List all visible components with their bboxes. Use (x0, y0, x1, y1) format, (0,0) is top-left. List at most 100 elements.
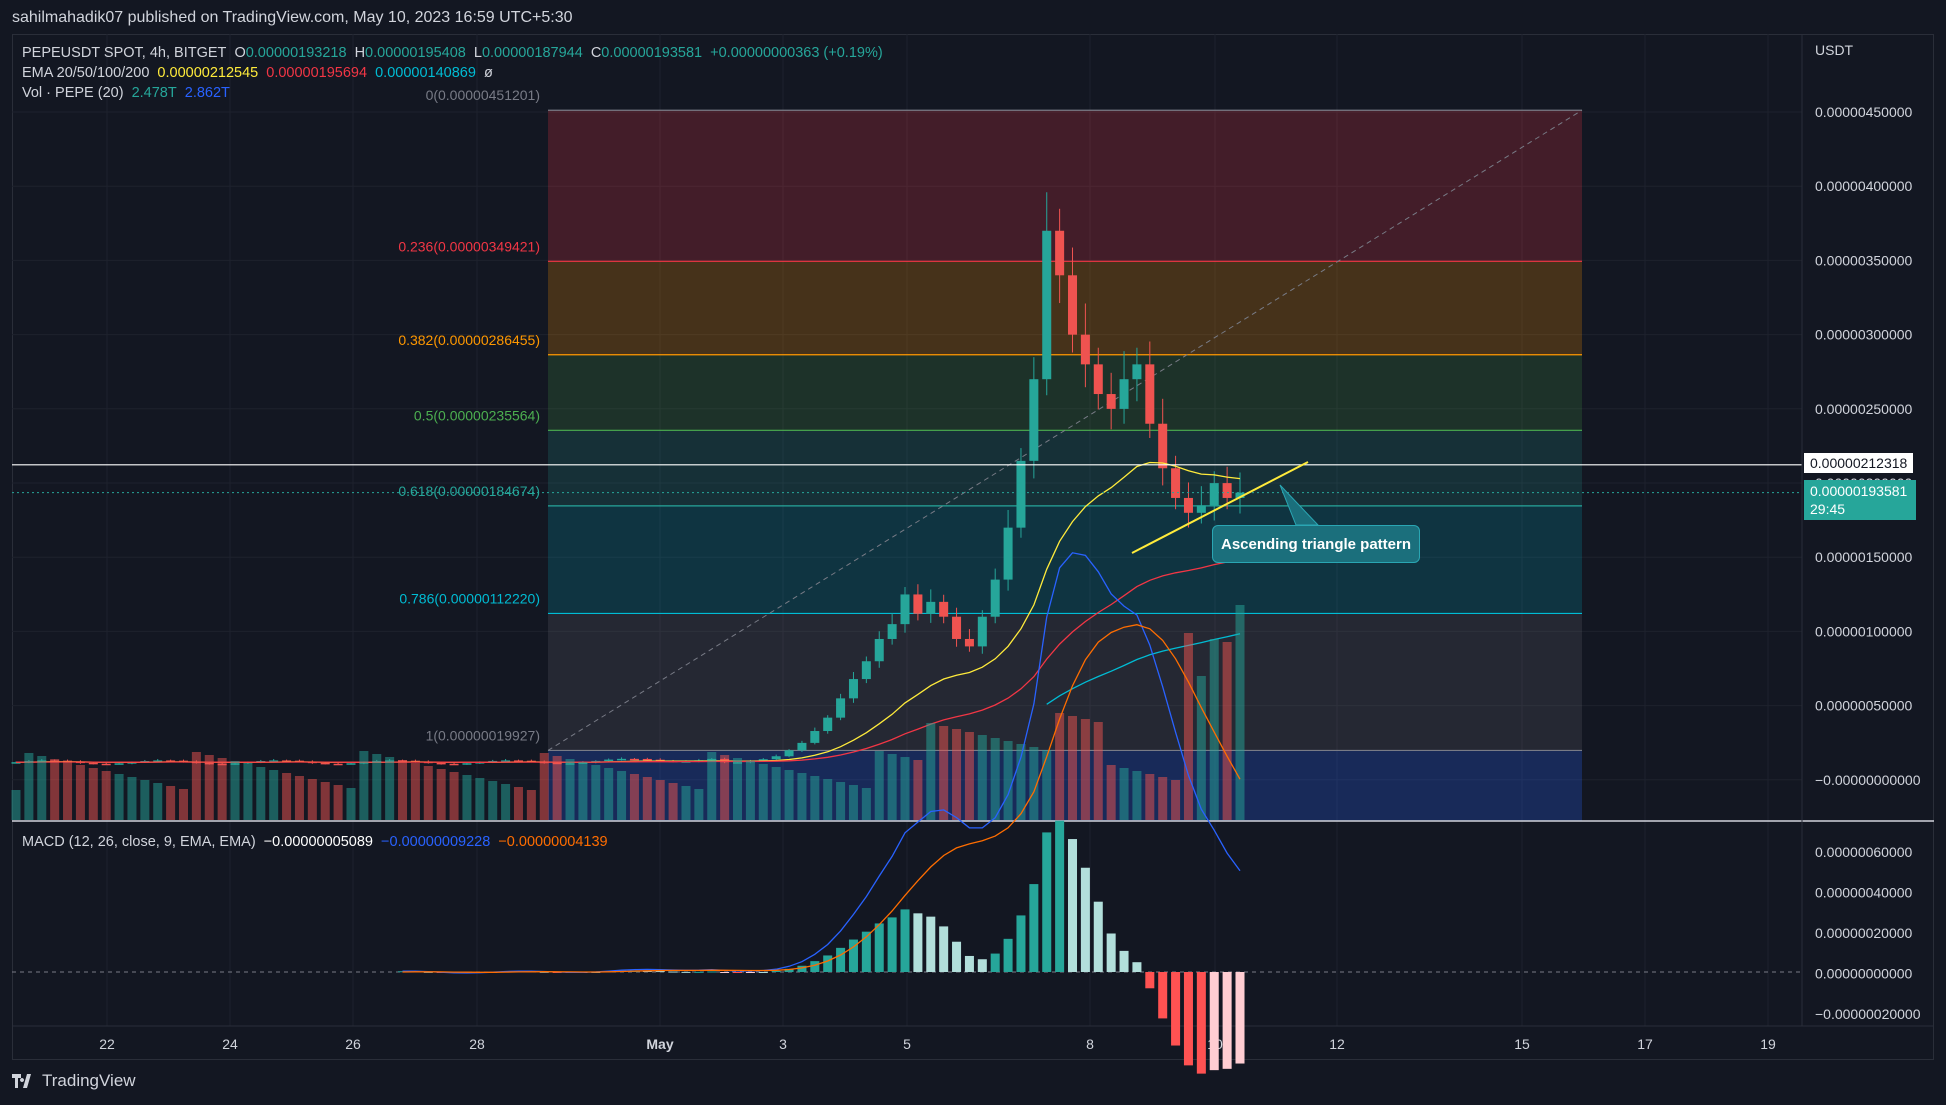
volume-bar (217, 758, 227, 820)
horizontal-line-price-tag[interactable]: 0.00000212318 (1804, 453, 1914, 473)
volume-bar (604, 768, 614, 820)
volume-bar (1016, 744, 1026, 820)
volume-bar (1119, 768, 1129, 820)
candle-body (166, 760, 176, 762)
volume-bar (964, 732, 974, 820)
ema-label[interactable]: EMA 20/50/100/200 (22, 65, 150, 81)
candle-body (1145, 364, 1155, 424)
high-label: H (354, 45, 366, 61)
macd-histogram-bar (887, 917, 897, 972)
volume-bar (398, 760, 408, 820)
candle-body (1209, 483, 1219, 506)
volume-bar (88, 768, 98, 820)
macd-histogram-bar (1016, 915, 1026, 972)
volume-bar (307, 779, 317, 820)
volume-value: 2.478T (131, 85, 177, 101)
time-axis-tick: 26 (345, 1036, 361, 1052)
symbol-label[interactable]: PEPEUSDT SPOT, 4h, BITGET (22, 45, 227, 61)
volume-bar (1209, 639, 1219, 820)
candle-body (758, 759, 768, 761)
candle-body (1183, 497, 1193, 513)
ascending-triangle-annotation[interactable]: Ascending triangle pattern (1212, 525, 1420, 563)
candle-body (642, 758, 652, 761)
volume-bar (410, 763, 420, 820)
macd-histogram-bar (1145, 972, 1155, 989)
volume-bar (488, 781, 498, 820)
ema100-value: 0.00000140869 (375, 65, 476, 81)
volume-bar (1222, 642, 1232, 820)
fib-zone (548, 354, 1582, 431)
volume-bar (681, 786, 691, 820)
open-value: 0.00000193218 (245, 45, 347, 61)
volume-bar (256, 767, 266, 820)
fib-zone (548, 110, 1582, 262)
candle-body (848, 679, 858, 699)
chart-frame (12, 34, 1934, 1060)
volume-bar (617, 771, 627, 820)
volume-bar (1029, 747, 1039, 820)
volume-bar (101, 771, 111, 820)
volume-bar (552, 756, 562, 820)
volume-bar (294, 776, 304, 820)
volume-bar (385, 757, 395, 820)
macd-histogram-bar (1042, 832, 1052, 972)
volume-bar (359, 751, 369, 820)
macd-histogram-bar (784, 968, 794, 972)
volume-bar (191, 752, 201, 820)
candle-body (810, 731, 820, 743)
fib-level-label: 0.786(0.00000112220) (399, 590, 540, 606)
candle-body (887, 624, 897, 639)
volume-bar (1067, 716, 1078, 820)
macd-line-value: −0.00000009228 (381, 834, 491, 850)
volume-label[interactable]: Vol · PEPE (20) (22, 85, 124, 101)
candle-body (617, 758, 627, 761)
ema-100-line (1046, 633, 1241, 705)
volume-bar (462, 775, 472, 820)
candle-body (114, 763, 124, 765)
volume-bar (166, 786, 176, 820)
macd-histogram-bar (977, 959, 987, 972)
candle-body (952, 616, 962, 639)
volume-bar (372, 754, 382, 820)
macd-histogram-bar (1029, 884, 1039, 972)
volume-bar (848, 785, 858, 820)
candle-body (1196, 505, 1206, 513)
tradingview-footer[interactable]: TradingView (12, 1071, 136, 1091)
fib-zone (548, 430, 1582, 506)
volume-bar (694, 789, 704, 820)
volume-bar (50, 759, 60, 820)
volume-bar (1003, 741, 1013, 820)
bar-countdown: 29:45 (1810, 501, 1846, 517)
macd-axis-tick: 0.00000000000 (1815, 966, 1913, 982)
published-header: sahilmahadik07 published on TradingView.… (12, 9, 573, 26)
fib-zone (548, 261, 1582, 355)
macd-histogram-bar (1055, 820, 1065, 972)
macd-label[interactable]: MACD (12, 26, close, 9, EMA, EMA) (22, 834, 256, 850)
macd-histogram-bar (926, 916, 936, 972)
low-label: L (473, 45, 482, 61)
volume-bar (526, 790, 536, 820)
macd-histogram-bar (758, 971, 768, 973)
macd-histogram-bar (913, 913, 923, 972)
candle-body (1171, 468, 1181, 498)
last-price-tag: 0.00000193581 29:45 (1804, 480, 1916, 520)
macd-histogram-bar (1106, 933, 1116, 972)
volume-bar (810, 776, 820, 820)
candle-body (1029, 379, 1039, 461)
price-axis-tick: 0.00000450000 (1815, 104, 1913, 120)
candle-body (282, 760, 292, 762)
candle-body (1119, 379, 1129, 409)
candle-body (1222, 483, 1232, 498)
candle-body (913, 594, 923, 614)
volume-bar (655, 780, 665, 820)
volume-bar (913, 760, 923, 820)
candle-body (874, 638, 884, 662)
time-axis-tick: 12 (1329, 1036, 1345, 1052)
volume-bar (204, 755, 214, 820)
candle-body (926, 601, 936, 614)
fib-trend-line (547, 109, 1583, 751)
candle-body (1093, 364, 1103, 395)
volume-bar (1093, 722, 1103, 820)
macd-histogram-bar (900, 909, 910, 972)
